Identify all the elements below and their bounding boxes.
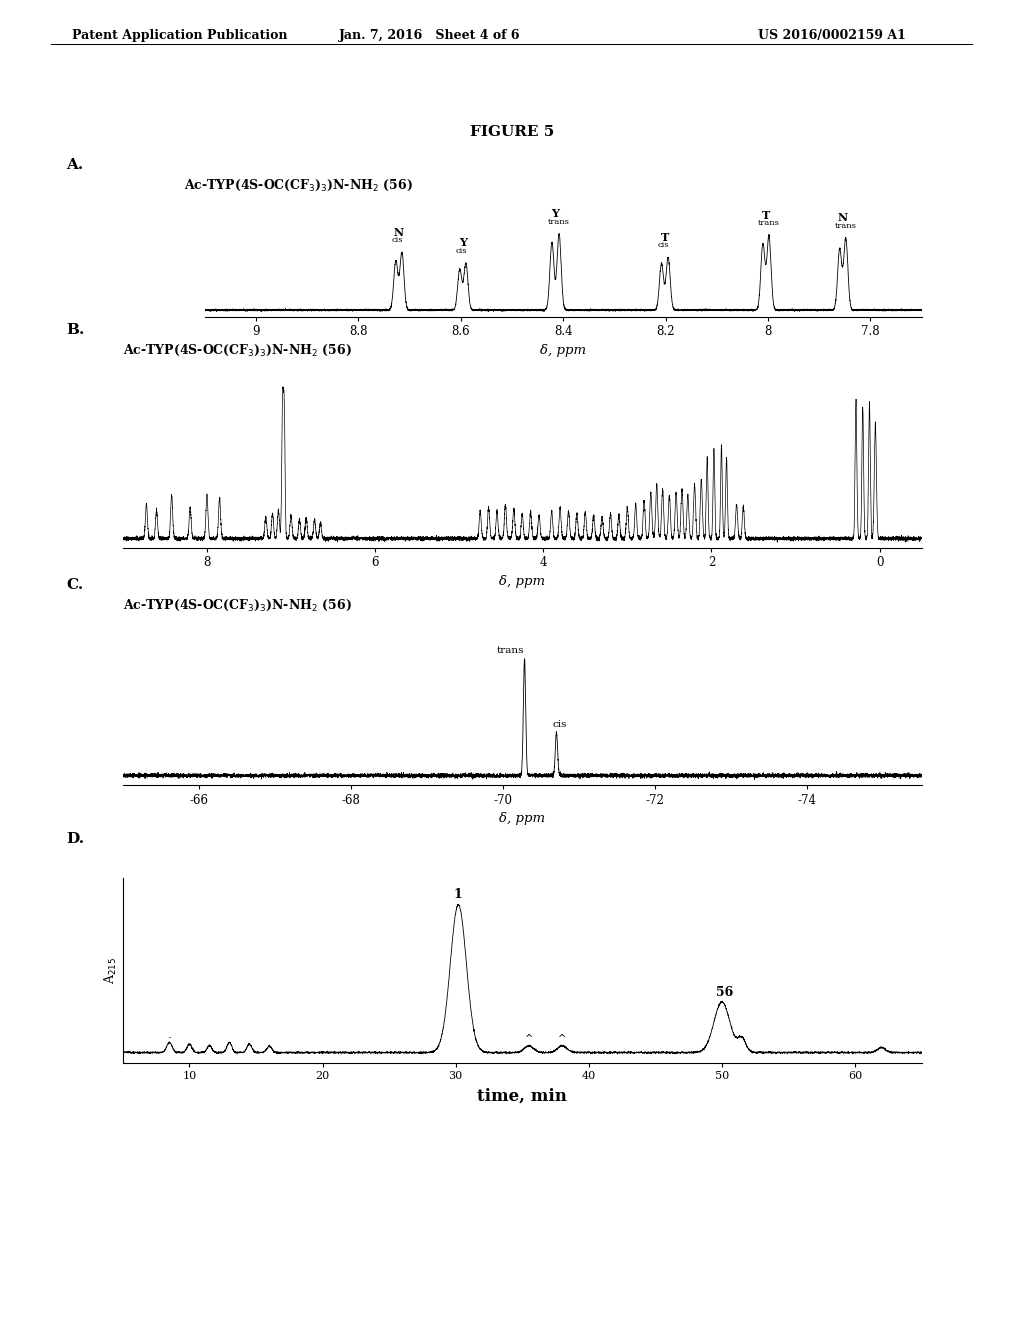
X-axis label: δ, ppm: δ, ppm xyxy=(540,343,587,356)
Text: cis: cis xyxy=(657,242,669,249)
X-axis label: δ, ppm: δ, ppm xyxy=(499,812,546,825)
Text: T: T xyxy=(762,210,770,220)
Text: ^: ^ xyxy=(558,1034,566,1044)
Text: trans: trans xyxy=(836,222,857,230)
Text: trans: trans xyxy=(758,219,780,227)
Text: Ac-TYP(4S-OC(CF$_3$)$_3$)N-NH$_2$ (56): Ac-TYP(4S-OC(CF$_3$)$_3$)N-NH$_2$ (56) xyxy=(184,178,413,194)
Text: N: N xyxy=(394,227,403,238)
Text: cis: cis xyxy=(391,236,402,244)
Text: trans: trans xyxy=(497,645,524,655)
Text: B.: B. xyxy=(67,323,85,338)
Text: 56: 56 xyxy=(716,986,733,999)
Text: .: . xyxy=(168,1028,171,1040)
Text: T: T xyxy=(660,231,670,243)
X-axis label: δ, ppm: δ, ppm xyxy=(499,574,546,587)
Text: Y: Y xyxy=(552,209,559,219)
Text: A.: A. xyxy=(67,158,84,173)
Text: Ac-TYP(4S-OC(CF$_3$)$_3$)N-NH$_2$ (56): Ac-TYP(4S-OC(CF$_3$)$_3$)N-NH$_2$ (56) xyxy=(123,343,351,359)
Text: cis: cis xyxy=(553,719,567,729)
Text: FIGURE 5: FIGURE 5 xyxy=(470,125,554,140)
X-axis label: time, min: time, min xyxy=(477,1088,567,1105)
Text: ^: ^ xyxy=(525,1034,532,1044)
Text: Patent Application Publication: Patent Application Publication xyxy=(72,29,287,42)
Text: D.: D. xyxy=(67,832,85,846)
Text: N: N xyxy=(838,213,848,223)
Y-axis label: A$_{215}$: A$_{215}$ xyxy=(102,957,119,983)
Text: US 2016/0002159 A1: US 2016/0002159 A1 xyxy=(758,29,905,42)
Text: trans: trans xyxy=(548,218,569,226)
Text: Y: Y xyxy=(459,238,467,248)
Text: C.: C. xyxy=(67,578,84,593)
Text: cis: cis xyxy=(455,247,467,255)
Text: Jan. 7, 2016   Sheet 4 of 6: Jan. 7, 2016 Sheet 4 of 6 xyxy=(339,29,521,42)
Text: Ac-TYP(4S-OC(CF$_3$)$_3$)N-NH$_2$ (56): Ac-TYP(4S-OC(CF$_3$)$_3$)N-NH$_2$ (56) xyxy=(123,598,351,614)
Text: 1: 1 xyxy=(454,888,463,902)
